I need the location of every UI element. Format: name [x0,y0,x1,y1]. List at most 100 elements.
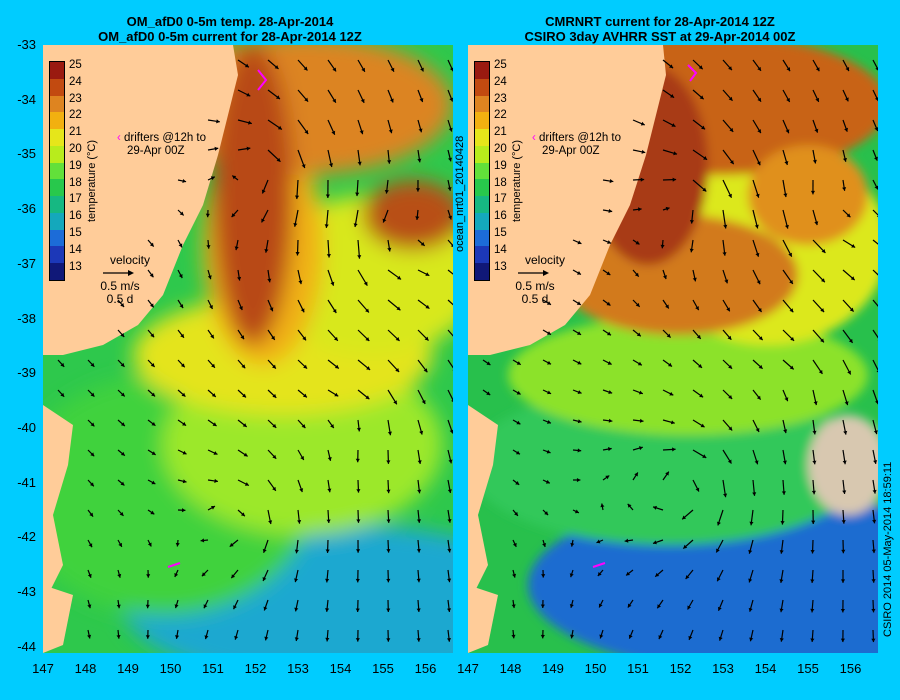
velocity-arrowhead [60,362,65,367]
colorbar-tick-label: 13 [494,260,507,273]
velocity-arrowhead [637,207,642,212]
colorbar-segment [475,246,489,264]
velocity-arrowhead [729,127,734,132]
colorbar-segment [475,212,489,230]
velocity-arrowhead [232,175,237,180]
velocity-arrowhead [175,635,180,639]
velocity-arrowhead [755,428,760,432]
velocity-arrowhead [207,275,212,280]
velocity-arrowhead [635,302,640,307]
velocity-arrowhead [871,638,876,643]
velocity-arrowhead [389,98,394,103]
velocity-arrowhead [333,336,338,341]
velocity-arrowhead [607,361,612,365]
velocity-arrowhead [366,366,371,370]
colorbar-segment [50,62,64,79]
velocity-arrowhead [303,66,308,71]
velocity-arrowhead [214,146,219,151]
velocity-arrowhead [329,163,334,167]
velocity-arrowhead [844,97,849,102]
velocity-arrowhead [692,277,697,282]
velocity-arrowhead [672,447,676,452]
velocity-arrowhead [672,177,677,182]
velocity-arrowhead [263,606,268,611]
velocity-arrowhead [417,460,422,464]
velocity-arrowhead [418,128,423,133]
velocity-arrowhead [302,393,307,398]
velocity-arrowhead [213,451,218,455]
velocity-arrowhead [541,574,546,578]
velocity-arrowhead [627,503,632,508]
velocity-arrowhead [724,279,729,284]
velocity-arrowhead [261,189,266,194]
velocity-arrowhead [237,276,242,281]
velocity-arrowhead [182,421,187,426]
velocity-arrowhead [89,482,94,487]
velocity-arrowhead [147,542,152,547]
velocity-arrowhead [246,146,251,151]
velocity-arrowhead [666,333,671,338]
velocity-arrowhead [210,506,215,510]
velocity-arrowhead [294,549,299,554]
velocity-arrowhead [357,255,362,259]
velocity-arrowhead [748,578,753,583]
velocity-arrowhead [844,127,849,132]
velocity-arrowhead [417,489,422,494]
velocity-arrowhead [415,188,421,192]
velocity-arrowhead [89,512,94,517]
velocity-arrowhead [811,490,816,495]
velocity-arrowhead [397,275,402,280]
velocity-arrowhead [60,392,65,397]
velocity-arrowhead [727,335,732,340]
velocity-arrowhead [872,489,877,494]
velocity-arrowhead [243,452,248,457]
velocity-arrowhead [577,360,582,365]
velocity-arrowhead [699,95,704,100]
left-velocity-speed: 0.5 m/s [100,279,140,293]
left-drifter-track [257,69,268,91]
velocity-arrowhead [696,334,701,339]
left-title-line1: OM_afD0 0-5m temp. 28-Apr-2014 [126,14,334,29]
velocity-arrowhead [87,604,92,609]
velocity-arrowhead [703,156,708,160]
velocity-arrowhead [272,364,276,369]
left-drifter-track [167,562,181,568]
colorbar-segment [475,179,489,197]
velocity-arrowhead [448,459,453,464]
colorbar-tick-label: 18 [69,176,82,189]
velocity-arrowhead [569,573,574,578]
velocity-arrowhead [325,578,330,583]
velocity-arrowhead [849,307,854,312]
velocity-arrowhead [810,608,815,613]
colorbar-segment [50,229,64,247]
velocity-arrowhead [542,543,547,547]
velocity-arrowhead [698,364,703,368]
velocity-arrowhead [668,362,672,367]
longitude-tick-label: 151 [202,661,224,676]
velocity-arrowhead [813,401,818,406]
velocity-arrowhead [848,338,853,343]
velocity-arrowhead [181,392,186,397]
velocity-arrowhead [416,638,421,642]
velocity-arrowhead [847,370,851,375]
velocity-arrowhead [783,429,788,434]
velocity-arrowhead [325,549,330,553]
velocity-arrowhead [789,365,794,370]
velocity-arrowhead [669,391,674,396]
velocity-arrowhead [425,272,430,276]
colorbar-tick-label: 22 [494,109,507,122]
velocity-arrowhead [607,447,612,452]
velocity-arrowhead [448,157,453,162]
right-velocity-arrows [482,59,878,643]
velocity-arrowhead [149,242,154,247]
velocity-arrowhead [325,637,330,642]
velocity-arrowhead [728,395,733,399]
velocity-arrowhead [871,549,876,554]
longitude-tick-label: 147 [32,661,54,676]
velocity-arrow [872,329,878,339]
velocity-arrowhead [812,430,817,435]
colorbar-tick-label: 14 [494,243,507,256]
velocity-arrowhead [424,336,429,341]
longitude-tick-label: 155 [797,661,819,676]
velocity-arrowhead [748,549,753,554]
